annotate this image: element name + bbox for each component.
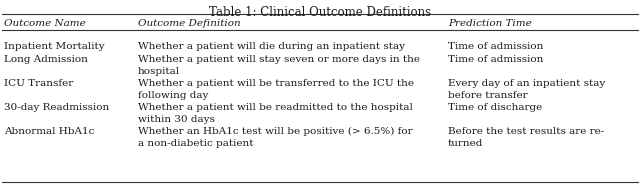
Text: Table 1: Clinical Outcome Definitions: Table 1: Clinical Outcome Definitions	[209, 6, 431, 19]
Text: Time of admission: Time of admission	[448, 42, 543, 51]
Text: Time of discharge: Time of discharge	[448, 103, 542, 112]
Text: ICU Transfer: ICU Transfer	[4, 79, 73, 88]
Text: Before the test results are re-
turned: Before the test results are re- turned	[448, 127, 604, 148]
Text: Prediction Time: Prediction Time	[448, 19, 532, 28]
Text: Outcome Definition: Outcome Definition	[138, 19, 241, 28]
Text: Whether a patient will be readmitted to the hospital
within 30 days: Whether a patient will be readmitted to …	[138, 103, 413, 124]
Text: Whether a patient will die during an inpatient stay: Whether a patient will die during an inp…	[138, 42, 405, 51]
Text: Whether an HbA1c test will be positive (> 6.5%) for
a non-diabetic patient: Whether an HbA1c test will be positive (…	[138, 127, 413, 148]
Text: Whether a patient will stay seven or more days in the
hospital: Whether a patient will stay seven or mor…	[138, 55, 420, 76]
Text: 30-day Readmission: 30-day Readmission	[4, 103, 109, 112]
Text: Abnormal HbA1c: Abnormal HbA1c	[4, 127, 94, 136]
Text: Long Admission: Long Admission	[4, 55, 88, 64]
Text: Time of admission: Time of admission	[448, 55, 543, 64]
Text: Outcome Name: Outcome Name	[4, 19, 86, 28]
Text: Whether a patient will be transferred to the ICU the
following day: Whether a patient will be transferred to…	[138, 79, 414, 100]
Text: Inpatient Mortality: Inpatient Mortality	[4, 42, 104, 51]
Text: Every day of an inpatient stay
before transfer: Every day of an inpatient stay before tr…	[448, 79, 605, 100]
